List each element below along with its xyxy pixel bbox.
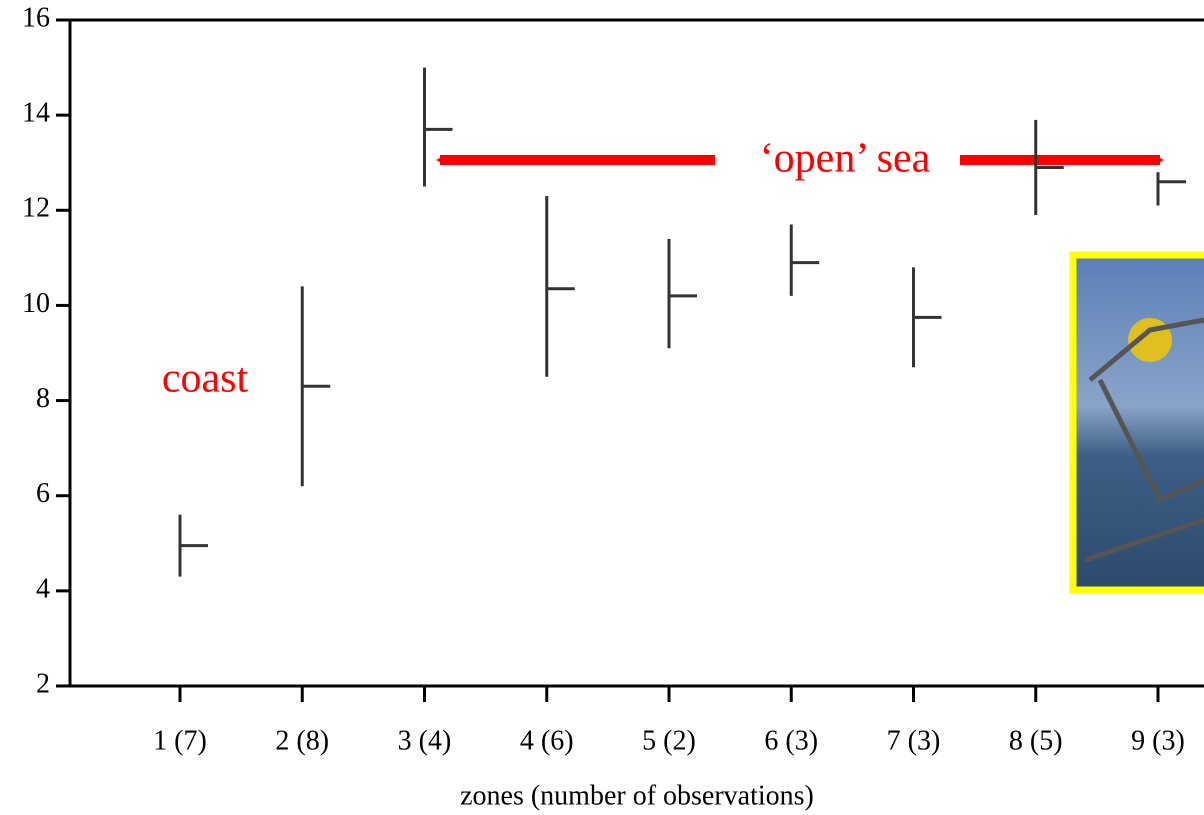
- x-tick-label: 9 (3): [1131, 725, 1185, 756]
- x-tick-label: 5 (2): [642, 725, 696, 756]
- y-tick-label: 4: [36, 573, 50, 604]
- x-tick-label: 6 (3): [764, 725, 818, 756]
- x-tick-label: 2 (8): [275, 725, 329, 756]
- x-tick-label: 1 (7): [153, 725, 207, 756]
- y-tick-label: 10: [22, 288, 50, 319]
- y-tick-label: 6: [36, 478, 50, 509]
- x-tick-label: 8 (5): [1009, 725, 1063, 756]
- x-tick-label: 3 (4): [398, 725, 452, 756]
- y-tick-label: 14: [22, 98, 50, 129]
- photo: [1069, 251, 1204, 594]
- y-tick-label: 8: [36, 383, 50, 414]
- x-tick-label: 4 (6): [520, 725, 574, 756]
- annotation: ‘open’ sea: [760, 136, 931, 182]
- photo-frame-bars: [1084, 317, 1204, 563]
- x-axis-label: zones (number of observations): [460, 780, 814, 811]
- x-tick-label: 7 (3): [887, 725, 941, 756]
- annotation: coast: [162, 356, 249, 402]
- y-tick-label: 2: [36, 668, 50, 699]
- y-tick-label: 16: [22, 2, 50, 33]
- photo-frame: [1069, 251, 1204, 594]
- y-tick-label: 12: [22, 193, 50, 224]
